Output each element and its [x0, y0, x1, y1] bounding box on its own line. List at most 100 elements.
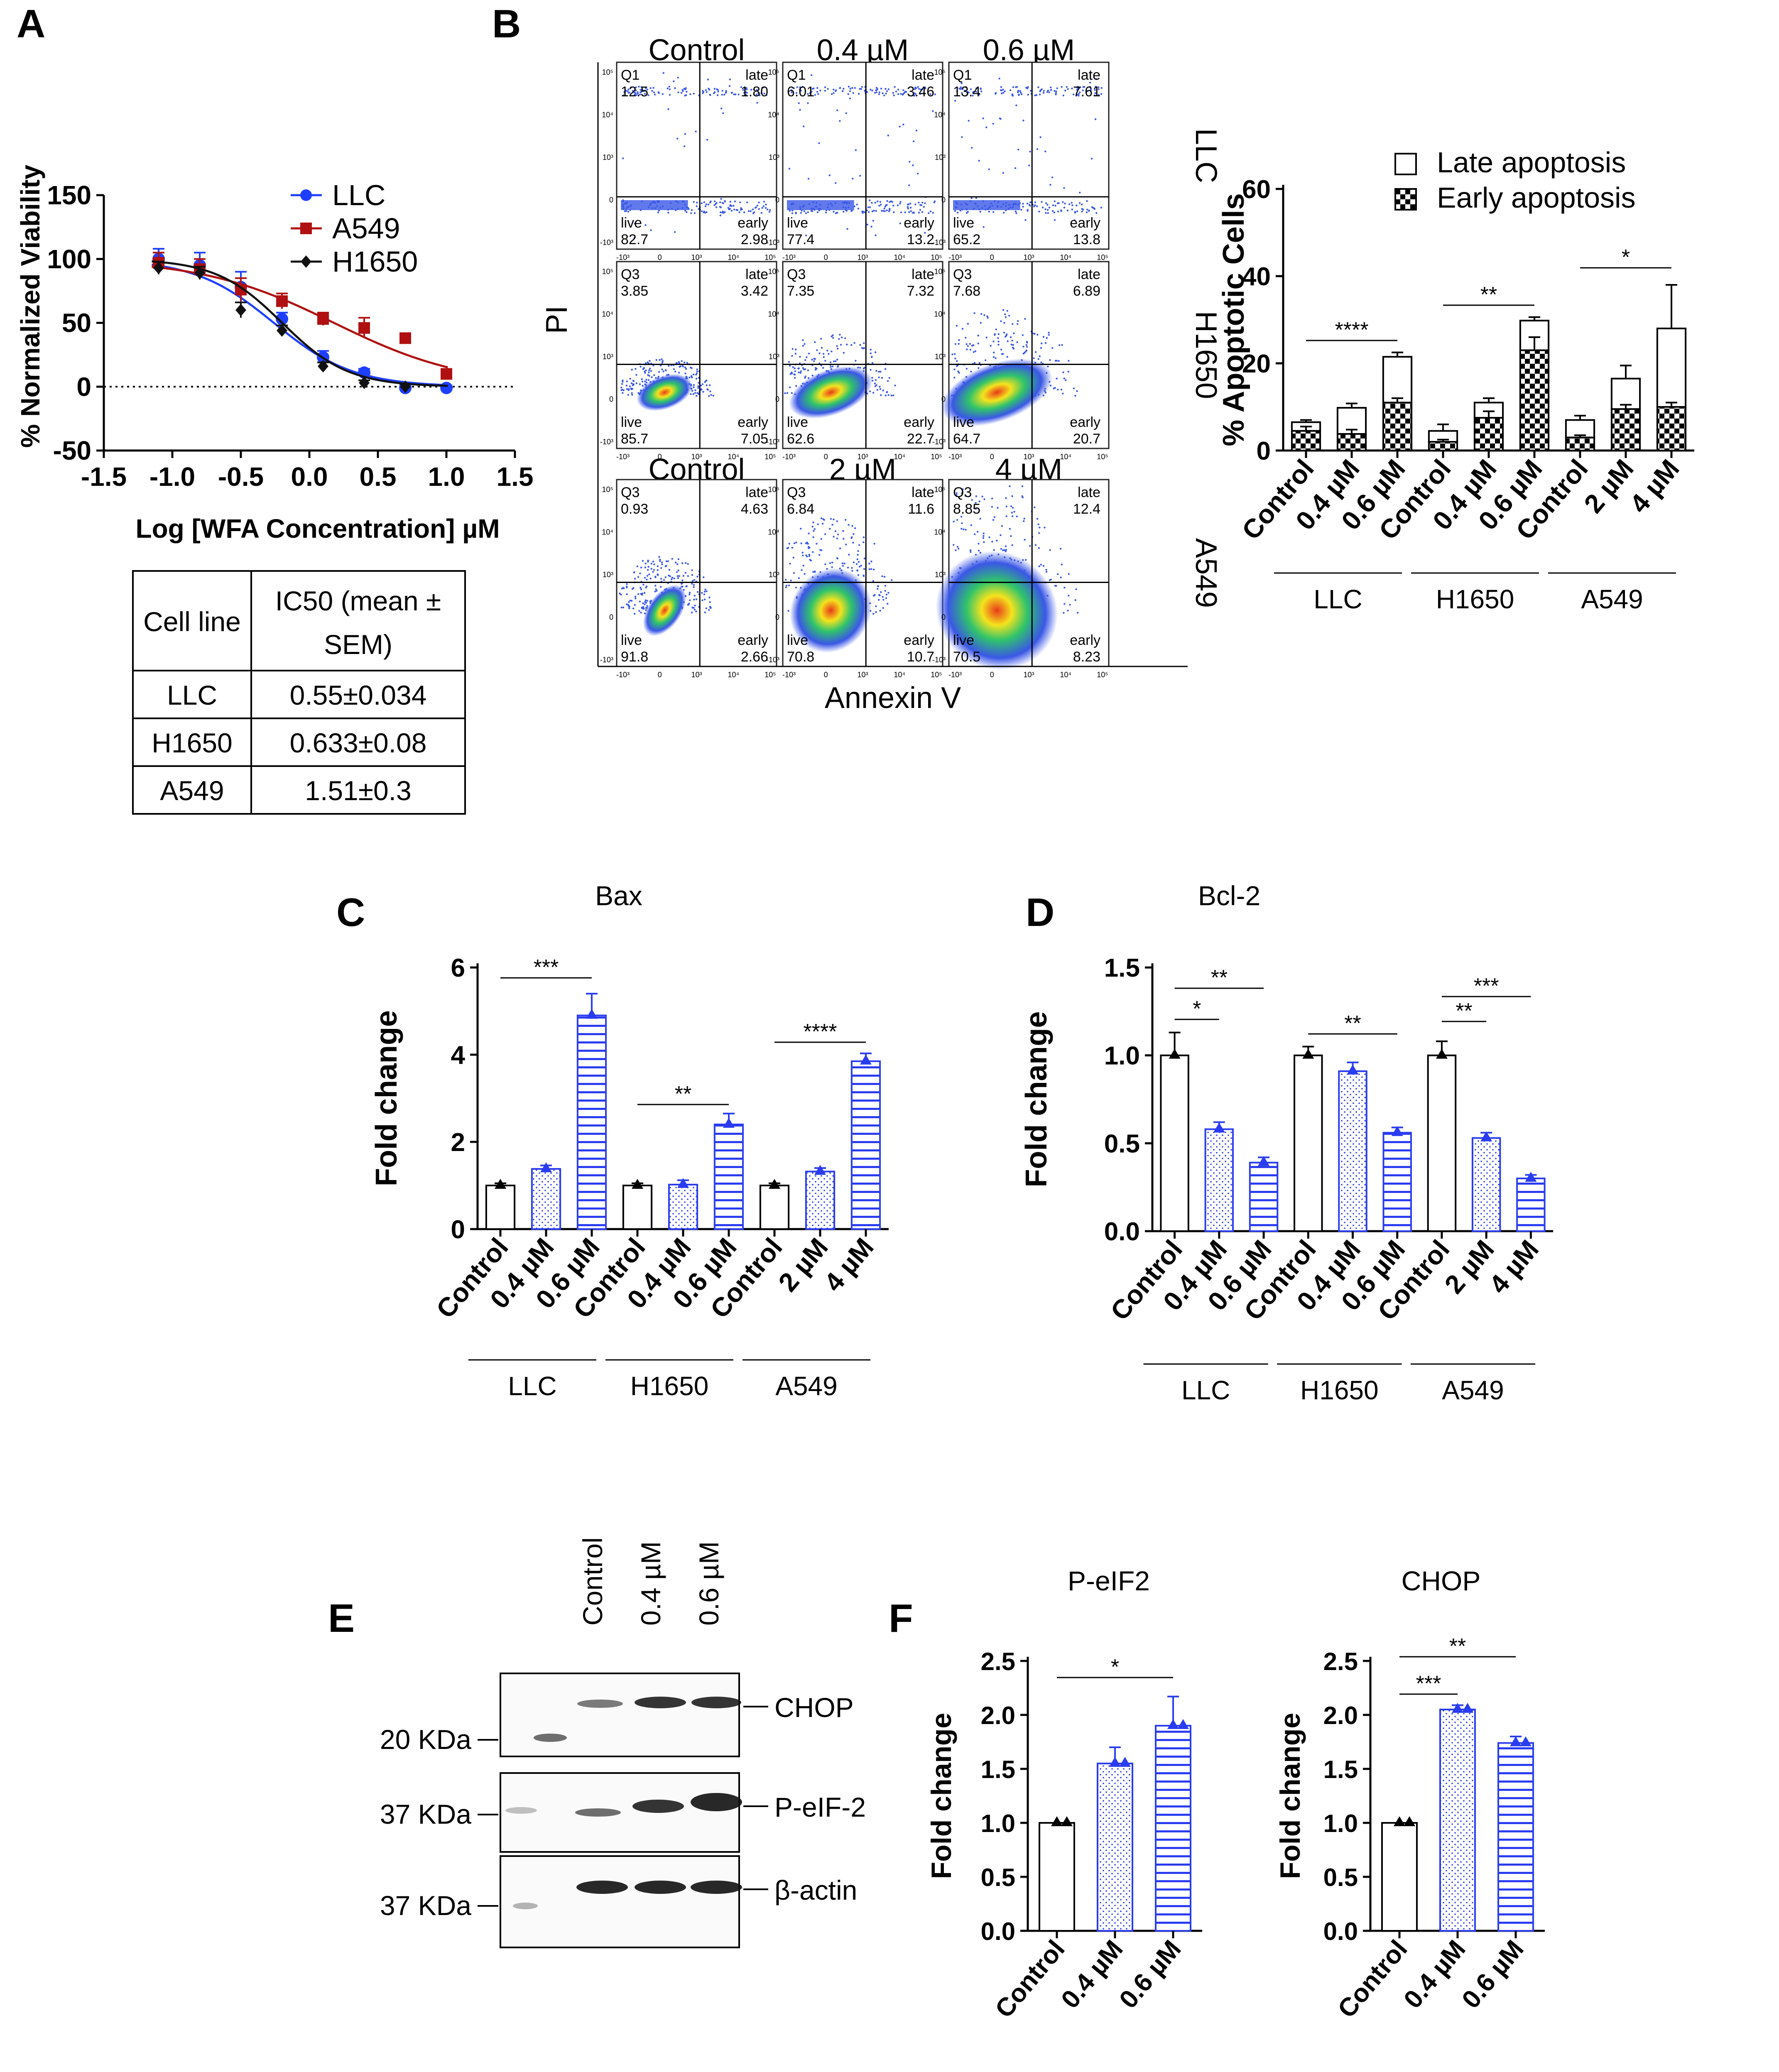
x-tick-label: 2 µM — [1438, 1234, 1500, 1299]
flow-y-tick-label: -10³ — [766, 438, 779, 446]
flow-event-dot — [788, 584, 790, 587]
flow-event-dot — [793, 572, 795, 574]
y-tick-label: 20 — [1242, 350, 1271, 378]
flow-event-dot — [709, 93, 711, 96]
flow-event-dot — [1003, 322, 1005, 324]
flow-event-dot — [673, 368, 675, 370]
quadrant-value: 11.6 — [908, 501, 934, 517]
flow-event-dot — [744, 88, 746, 90]
panel-label-f: F — [889, 1596, 913, 1641]
flow-event-dot — [1067, 610, 1069, 612]
flow-event-dot — [818, 554, 821, 556]
flow-event-dot — [836, 557, 839, 560]
flow-event-dot — [867, 206, 869, 208]
flow-x-axis-title: Annexin V — [825, 681, 961, 715]
x-tick-label: 4 µM — [818, 1232, 879, 1297]
flow-event-dot — [826, 350, 828, 352]
flow-density-cloud — [637, 374, 693, 411]
quadrant-name: early — [1070, 215, 1100, 231]
flow-event-dot — [734, 93, 737, 96]
flow-event-dot — [676, 575, 679, 577]
flow-event-dot — [1029, 90, 1032, 92]
flow-event-dot — [1023, 352, 1026, 354]
error-bar — [1620, 365, 1632, 379]
flow-event-dot — [1024, 219, 1027, 221]
flow-x-tick-label: 0 — [658, 253, 662, 262]
x-tick-label: 4 µM — [1483, 1234, 1544, 1299]
flow-event-dot — [681, 360, 683, 362]
quadrant-value: 13.2 — [907, 232, 934, 247]
flow-event-dot — [808, 353, 810, 355]
flow-event-dot — [660, 578, 662, 580]
flow-event-dot — [696, 205, 698, 207]
flow-event-dot — [804, 375, 806, 377]
flow-event-dot — [804, 368, 806, 370]
flow-event-dot — [1086, 211, 1088, 213]
flow-event-dot — [763, 201, 765, 203]
y-tick-label: 6 — [451, 954, 465, 982]
flow-event-dot — [1005, 549, 1007, 551]
flow-event-dot — [980, 87, 982, 90]
table-header-cell: Cell line — [143, 606, 241, 637]
flow-event-dot — [890, 394, 893, 397]
flow-event-dot — [894, 86, 896, 88]
flow-event-dot — [852, 541, 854, 544]
quadrant-value: 4.63 — [741, 501, 768, 517]
flow-event-dot — [1057, 389, 1059, 391]
flow-event-dot — [1090, 89, 1092, 91]
flow-event-dot — [988, 211, 990, 213]
flow-event-dot — [682, 575, 685, 577]
flow-x-tick-label: 0 — [990, 671, 994, 679]
flow-event-dot — [964, 495, 967, 497]
flow-event-dot — [665, 560, 668, 562]
flow-event-dot — [647, 566, 649, 568]
quadrant-name: late — [912, 67, 934, 83]
flow-event-dot — [709, 605, 711, 608]
flow-event-dot — [834, 530, 837, 532]
flow-event-dot — [667, 87, 669, 90]
flow-event-dot — [887, 394, 890, 396]
flow-event-dot — [843, 352, 845, 354]
flow-event-dot — [888, 210, 890, 212]
flow-event-dot — [642, 385, 644, 387]
flow-event-dot — [1081, 203, 1083, 206]
flow-event-dot — [988, 536, 990, 539]
flow-event-dot — [878, 371, 880, 373]
flow-event-dot — [956, 546, 959, 548]
flow-event-dot — [878, 93, 880, 96]
flow-event-dot — [696, 392, 698, 394]
flow-event-dot — [810, 74, 813, 76]
flow-event-dot — [696, 370, 698, 372]
flow-event-dot — [795, 92, 798, 94]
flow-x-tick-label: 10⁴ — [1060, 453, 1071, 461]
flow-event-dot — [644, 362, 647, 364]
flow-event-dot — [645, 586, 647, 589]
flow-event-dot — [842, 565, 844, 567]
quadrant-name: early — [1070, 414, 1100, 430]
flow-event-dot — [1012, 323, 1014, 325]
flow-event-dot — [902, 89, 904, 91]
flow-event-dot — [806, 556, 808, 558]
flow-event-dot — [885, 204, 887, 206]
flow-event-dot — [965, 86, 967, 88]
flow-event-dot — [686, 91, 688, 93]
flow-event-dot — [860, 88, 863, 90]
quadrant-value: 91.8 — [621, 649, 648, 665]
flow-event-dot — [827, 88, 829, 90]
flow-event-dot — [854, 527, 856, 529]
flow-event-dot — [798, 102, 800, 104]
data-point-H1650 — [235, 304, 246, 316]
flow-event-dot — [653, 563, 655, 566]
flow-event-dot — [884, 585, 887, 587]
flow-event-dot — [1000, 86, 1002, 88]
flow-event-dot — [788, 361, 790, 363]
flow-event-dot — [1037, 523, 1039, 525]
flow-density-cloud — [941, 358, 1053, 426]
flow-event-dot — [636, 565, 638, 568]
panel-label-d: D — [1026, 890, 1054, 935]
group-label: H1650 — [1436, 584, 1514, 614]
quadrant-name: early — [738, 414, 768, 430]
flow-event-dot — [881, 377, 883, 379]
flow-y-tick-label: 10⁵ — [934, 485, 946, 494]
